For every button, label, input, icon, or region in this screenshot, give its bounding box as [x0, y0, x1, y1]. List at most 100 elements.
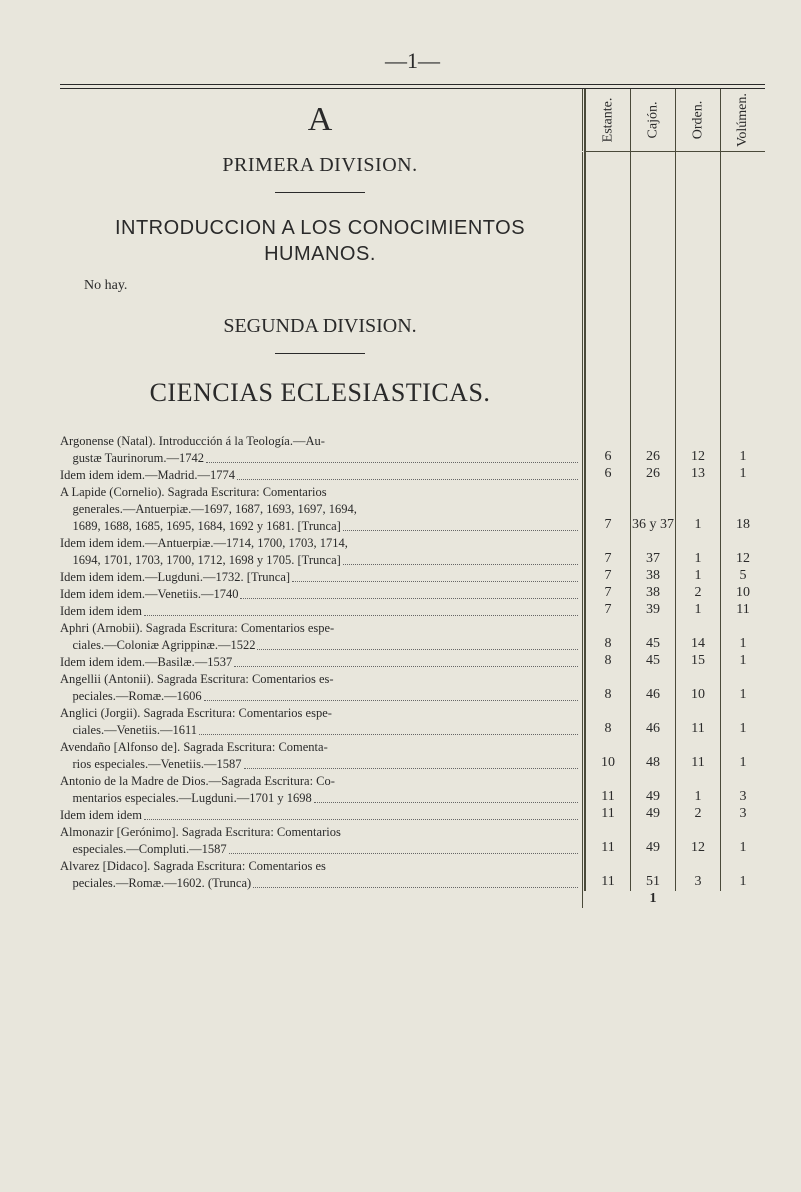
leader-dots — [234, 666, 578, 667]
num-cell — [584, 534, 630, 551]
num-cell: 10 — [584, 755, 630, 772]
primera-title: PRIMERA DIVISION. — [60, 152, 580, 178]
num-cell: 7 — [584, 585, 630, 602]
table-row: generales.—Antuerpiæ.—1697, 1687, 1693, … — [60, 500, 765, 517]
entry-text: Avendaño [Alfonso de]. Sagrada Escritura… — [60, 739, 584, 755]
num-cell: 49 — [630, 789, 675, 806]
entry-text: mentarios especiales.—Lugduni.—1701 y 16… — [60, 790, 584, 806]
num-cell: 11 — [584, 789, 630, 806]
leader-dots — [237, 479, 578, 480]
num-cell: 12 — [675, 449, 720, 466]
table-row: Argonense (Natal). Introducción á la Teo… — [60, 432, 765, 449]
table-row: Alvarez [Didaco]. Sagrada Escritura: Com… — [60, 857, 765, 874]
num-cell: 1 — [675, 568, 720, 585]
num-cell: 26 — [630, 466, 675, 483]
num-cell: 1 — [720, 721, 765, 738]
col-label: Orden. — [690, 101, 706, 140]
entry-text: gustæ Taurinorum.—1742 — [60, 450, 584, 466]
num-cell: 11 — [720, 602, 765, 619]
leader-dots — [206, 462, 578, 463]
num-cell: 1 — [720, 636, 765, 653]
num-cell — [584, 738, 630, 755]
leader-dots — [199, 734, 578, 735]
entry-text: Antonio de la Madre de Dios.—Sagrada Esc… — [60, 773, 584, 789]
entry-text: rios especiales.—Venetiis.—1587 — [60, 756, 584, 772]
num-cell: 45 — [630, 636, 675, 653]
num-cell — [720, 857, 765, 874]
num-cell: 46 — [630, 721, 675, 738]
num-cell: 11 — [584, 874, 630, 891]
col-head-orden: Orden. — [675, 89, 720, 151]
entry-text: Idem idem idem.—Madrid.—1774 — [60, 467, 584, 483]
leader-dots — [144, 819, 578, 820]
leader-dots — [253, 887, 578, 888]
col-label: Volúmen. — [735, 93, 751, 147]
num-cell: 1 — [720, 874, 765, 891]
num-cell — [675, 857, 720, 874]
num-cell — [720, 738, 765, 755]
entry-text: 1694, 1701, 1703, 1700, 1712, 1698 y 170… — [60, 552, 584, 568]
num-cell — [630, 619, 675, 636]
entries-body: Argonense (Natal). Introducción á la Teo… — [60, 432, 765, 891]
num-cell — [630, 772, 675, 789]
leader-dots — [204, 700, 578, 701]
column-header-row: A Estante. Cajón. Orden. Volúmen. — [60, 89, 765, 151]
table-row: Angellii (Antonii). Sagrada Escritura: C… — [60, 670, 765, 687]
num-cell: 26 — [630, 449, 675, 466]
num-cell — [630, 857, 675, 874]
leader-dots — [244, 768, 578, 769]
num-cell: 7 — [584, 517, 630, 534]
num-cell: 8 — [584, 653, 630, 670]
num-cell: 1 — [720, 653, 765, 670]
num-cell: 46 — [630, 687, 675, 704]
num-cell — [675, 534, 720, 551]
table-row: A Lapide (Cornelio). Sagrada Escritura: … — [60, 483, 765, 500]
intro-title: INTRODUCCION A LOS CONOCIMIENTOS HUMANOS… — [60, 215, 580, 267]
table-row: Idem idem idem.—Venetiis.—1740738210 — [60, 585, 765, 602]
num-cell — [675, 619, 720, 636]
entry-text: Angellii (Antonii). Sagrada Escritura: C… — [60, 671, 584, 687]
num-cell — [720, 704, 765, 721]
num-cell: 1 — [675, 517, 720, 534]
num-cell: 1 — [675, 551, 720, 568]
num-cell: 11 — [675, 755, 720, 772]
num-cell: 18 — [720, 517, 765, 534]
num-cell: 8 — [584, 721, 630, 738]
primera-row: PRIMERA DIVISION. INTRODUCCION A LOS CON… — [60, 152, 765, 432]
num-cell: 7 — [584, 568, 630, 585]
table-row: Idem idem idem114923 — [60, 806, 765, 823]
no-hay-text: No hay. — [84, 277, 580, 295]
num-cell: 3 — [675, 874, 720, 891]
col-head-volumen: Volúmen. — [720, 89, 765, 151]
num-cell: 15 — [675, 653, 720, 670]
num-cell — [584, 823, 630, 840]
num-cell — [584, 857, 630, 874]
leader-dots — [292, 581, 578, 582]
entry-text: ciales.—Coloniæ Agrippinæ.—1522 — [60, 637, 584, 653]
col-label: Cajón. — [645, 102, 661, 139]
num-cell — [675, 483, 720, 500]
num-cell — [675, 704, 720, 721]
num-cell: 38 — [630, 568, 675, 585]
table-row: Aphri (Arnobii). Sagrada Escritura: Come… — [60, 619, 765, 636]
entry-text: 1689, 1688, 1685, 1695, 1684, 1692 y 168… — [60, 518, 584, 534]
leader-dots — [343, 564, 578, 565]
table-row: 1694, 1701, 1703, 1700, 1712, 1698 y 170… — [60, 551, 765, 568]
num-cell: 1 — [720, 840, 765, 857]
num-cell — [630, 432, 675, 449]
table-row: Almonazir [Gerónimo]. Sagrada Escritura:… — [60, 823, 765, 840]
col-head-cajon: Cajón. — [630, 89, 675, 151]
num-cell — [630, 823, 675, 840]
num-cell: 11 — [584, 806, 630, 823]
num-cell: 3 — [720, 806, 765, 823]
table-row: Idem idem idem.—Madrid.—1774626131 — [60, 466, 765, 483]
num-cell — [630, 534, 675, 551]
num-cell — [675, 432, 720, 449]
num-cell — [584, 704, 630, 721]
num-cell: 8 — [584, 636, 630, 653]
num-cell: 10 — [720, 585, 765, 602]
table-row: peciales.—Romæ.—1602. (Trunca)115131 — [60, 874, 765, 891]
entry-text: Alvarez [Didaco]. Sagrada Escritura: Com… — [60, 858, 584, 874]
num-cell — [675, 772, 720, 789]
entry-text: peciales.—Romæ.—1602. (Trunca) — [60, 875, 584, 891]
